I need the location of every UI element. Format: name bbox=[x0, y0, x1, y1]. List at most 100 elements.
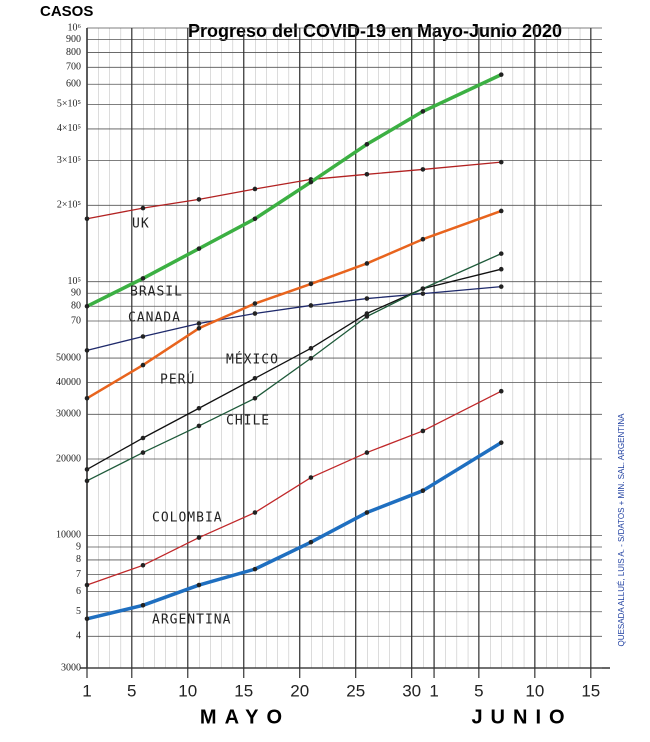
x-group-label: MAYO bbox=[200, 706, 290, 728]
series-line bbox=[86, 73, 502, 308]
series-label: COLOMBIA bbox=[152, 511, 223, 526]
y-tick-label: 10⁶ bbox=[68, 22, 82, 33]
data-point bbox=[196, 246, 202, 251]
data-point bbox=[308, 281, 314, 287]
x-tick-label: 15 bbox=[234, 681, 253, 700]
data-point bbox=[252, 311, 258, 316]
data-point bbox=[196, 405, 202, 411]
data-point bbox=[140, 276, 146, 281]
data-point bbox=[364, 172, 370, 177]
data-point bbox=[140, 450, 146, 455]
data-point bbox=[364, 450, 370, 455]
x-tick-label: 1 bbox=[82, 681, 91, 700]
series-label: UK bbox=[132, 217, 150, 232]
graph-paper bbox=[87, 28, 602, 668]
y-tick-label: 90 bbox=[71, 288, 81, 299]
series-line bbox=[86, 209, 502, 400]
data-point bbox=[84, 478, 90, 484]
y-axis-title: CASOS bbox=[40, 3, 93, 20]
data-point bbox=[84, 348, 90, 353]
data-point bbox=[308, 346, 314, 351]
series-line bbox=[86, 390, 502, 586]
data-point bbox=[84, 582, 90, 588]
data-point bbox=[498, 388, 504, 394]
data-point bbox=[196, 582, 202, 588]
y-tick-label: 50000 bbox=[56, 352, 81, 363]
y-tick-label: 5 bbox=[76, 606, 81, 617]
data-point bbox=[498, 251, 504, 256]
data-point bbox=[252, 510, 258, 515]
data-point bbox=[420, 236, 426, 242]
data-point bbox=[498, 72, 504, 77]
y-tick-label: 9 bbox=[76, 541, 81, 552]
data-point bbox=[140, 362, 146, 368]
data-point bbox=[252, 376, 258, 381]
data-point bbox=[252, 301, 258, 306]
data-point bbox=[84, 616, 90, 622]
data-point bbox=[498, 208, 504, 214]
y-tick-label: 700 bbox=[66, 62, 81, 73]
data-point bbox=[364, 296, 370, 301]
x-tick-label: 10 bbox=[178, 681, 197, 700]
data-point bbox=[308, 303, 314, 308]
x-tick-label: 5 bbox=[127, 681, 136, 700]
x-tick-label: 10 bbox=[525, 681, 544, 700]
data-point bbox=[498, 440, 504, 445]
y-tick-label: 8 bbox=[76, 554, 81, 565]
y-tick-label: 10000 bbox=[56, 530, 81, 541]
y-tick-label: 2×10⁵ bbox=[57, 200, 81, 211]
data-point bbox=[308, 355, 314, 361]
data-point bbox=[140, 603, 146, 608]
data-point bbox=[308, 539, 314, 545]
data-point bbox=[84, 395, 90, 401]
data-point bbox=[364, 141, 370, 147]
data-point bbox=[420, 109, 426, 114]
data-point bbox=[420, 167, 426, 172]
credit-annotation: QUESADA ALLUÉ, LUIS A. - S/DATOS + MIN. … bbox=[617, 413, 626, 647]
data-point bbox=[140, 563, 146, 568]
data-point bbox=[84, 216, 90, 222]
series-label: PERÚ bbox=[160, 372, 195, 388]
data-point bbox=[196, 197, 202, 202]
data-point bbox=[498, 159, 504, 165]
data-point bbox=[84, 467, 90, 472]
y-tick-label: 3×10⁵ bbox=[57, 155, 81, 166]
data-point bbox=[252, 395, 258, 401]
data-point bbox=[364, 510, 370, 515]
y-tick-label: 40000 bbox=[56, 377, 81, 388]
series-line bbox=[86, 285, 502, 352]
data-point bbox=[252, 566, 258, 572]
series-line bbox=[86, 161, 502, 220]
x-tick-label: 25 bbox=[346, 681, 365, 700]
x-group-label: JUNIO bbox=[471, 706, 572, 728]
y-tick-label: 7 bbox=[76, 569, 81, 580]
y-tick-label: 4×10⁵ bbox=[57, 123, 81, 134]
series-label: MÉXICO bbox=[226, 352, 279, 368]
data-point bbox=[420, 286, 426, 291]
series-label: BRASIL bbox=[130, 285, 183, 300]
data-point bbox=[308, 475, 314, 480]
y-tick-label: 600 bbox=[66, 79, 81, 90]
y-tick-label: 800 bbox=[66, 47, 81, 58]
x-tick-label: 30 bbox=[402, 681, 421, 700]
data-point bbox=[140, 205, 146, 211]
data-point bbox=[196, 535, 202, 540]
data-point bbox=[140, 334, 146, 339]
series-label: CHILE bbox=[226, 414, 270, 429]
data-point bbox=[84, 303, 90, 309]
y-tick-label: 6 bbox=[76, 586, 81, 597]
y-tick-label: 80 bbox=[71, 301, 81, 312]
data-point bbox=[196, 423, 202, 429]
data-point bbox=[420, 428, 426, 434]
data-point bbox=[364, 314, 370, 319]
data-point bbox=[196, 321, 202, 326]
series-label: CANADA bbox=[128, 311, 181, 326]
y-tick-label: 20000 bbox=[56, 453, 81, 464]
data-point bbox=[252, 216, 258, 222]
x-tick-label: 1 bbox=[429, 681, 438, 700]
data-point bbox=[498, 284, 504, 289]
y-tick-label: 4 bbox=[76, 631, 81, 642]
data-point bbox=[252, 186, 258, 192]
x-tick-label: 20 bbox=[290, 681, 309, 700]
